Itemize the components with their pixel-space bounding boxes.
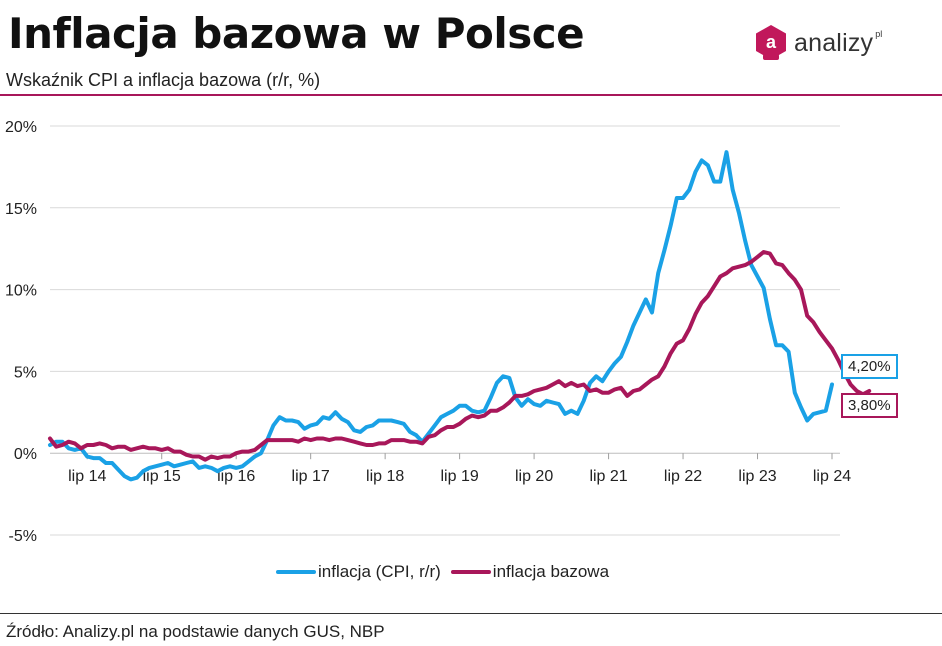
page-title: Inflacja bazowa w Polsce	[8, 9, 585, 58]
x-tick-label: lip 20	[515, 468, 553, 485]
legend-swatch-cpi	[276, 570, 316, 574]
x-tick-label: lip 16	[217, 468, 255, 485]
chart-series	[48, 150, 872, 482]
x-tick-label: lip 19	[440, 468, 478, 485]
cpi-end-value-label: 4,20%	[841, 354, 898, 379]
x-tick-label: lip 23	[738, 468, 776, 485]
x-tick-label: lip 22	[664, 468, 702, 485]
logo-text: analizy	[794, 28, 874, 57]
legend-item-cpi[interactable]: inflacja (CPI, r/r)	[276, 562, 441, 582]
x-tick-label: lip 24	[813, 468, 851, 485]
line-chart: -5%0%5%10%15%20% lip 14 lip 15 lip 16 lip 1…	[5, 119, 872, 545]
legend-label-cpi: inflacja (CPI, r/r)	[318, 562, 441, 581]
logo-badge-icon: a	[756, 25, 786, 60]
x-tick-label: lip 17	[292, 468, 330, 485]
chart-legend: inflacja (CPI, r/r) inflacja bazowa	[276, 562, 619, 582]
y-tick-label: 10%	[5, 283, 37, 300]
x-tick-label: lip 15	[143, 468, 181, 485]
x-tick-label: lip 14	[68, 468, 106, 485]
core-end-value-label: 3,80%	[841, 393, 898, 418]
series-line-cpi	[48, 150, 834, 482]
x-tick-label: lip 18	[366, 468, 404, 485]
y-tick-label: 5%	[14, 364, 37, 381]
brand-logo[interactable]: a analizy pl	[754, 24, 882, 62]
y-tick-label: -5%	[9, 528, 37, 545]
y-axis-tick-labels: -5% 0% 5% 10% 15% 20%	[5, 119, 37, 545]
footer-divider	[0, 613, 942, 614]
legend-swatch-core	[450, 570, 491, 574]
legend-item-core[interactable]: inflacja bazowa	[450, 562, 610, 582]
x-tick-label: lip 21	[589, 468, 627, 485]
chart-gridlines	[50, 125, 840, 536]
logo-superscript: pl	[875, 29, 883, 39]
page-subtitle: Wskaźnik CPI a inflacja bazowa (r/r, %)	[6, 70, 321, 90]
header-divider	[0, 94, 942, 96]
logo-letter: a	[766, 32, 777, 52]
legend-label-core: inflacja bazowa	[492, 562, 610, 581]
source-note: Źródło: Analizy.pl na podstawie danych G…	[6, 622, 385, 641]
y-tick-label: 0%	[14, 446, 37, 463]
y-tick-label: 15%	[5, 201, 37, 218]
series-line-core	[48, 250, 872, 462]
x-axis: lip 14 lip 15 lip 16 lip 17 lip 18 lip 19 lip …	[50, 452, 851, 485]
y-tick-label: 20%	[5, 119, 37, 136]
